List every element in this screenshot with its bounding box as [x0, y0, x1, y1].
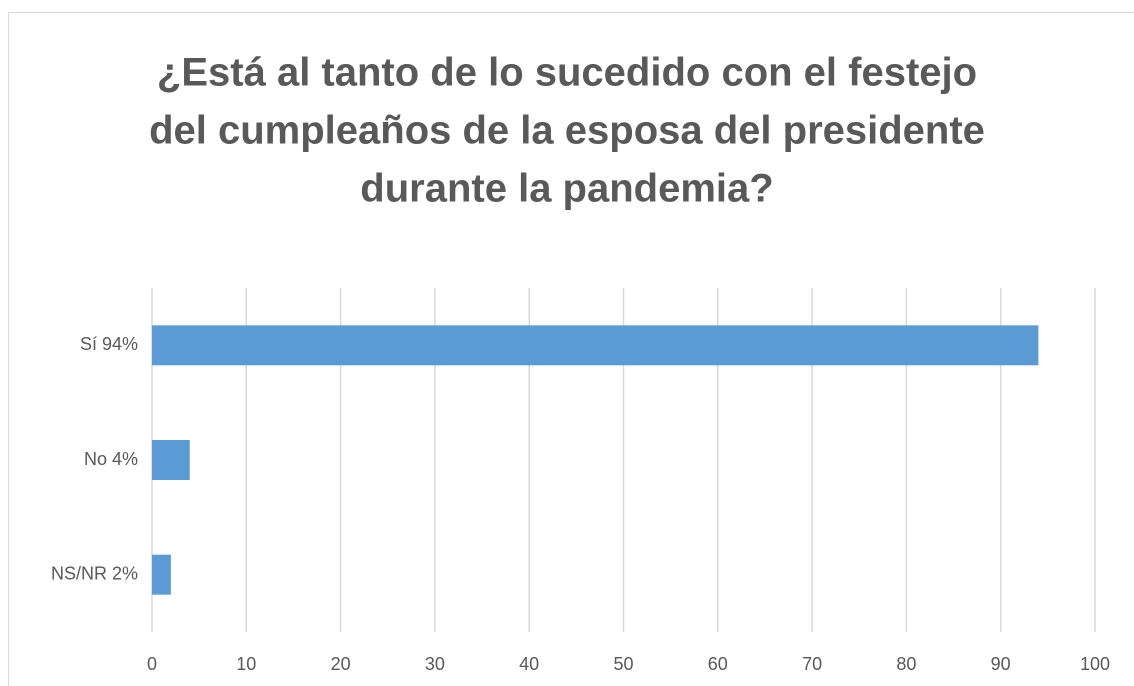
- x-tick-label: 60: [708, 654, 728, 674]
- chart-frame: [8, 12, 1134, 686]
- bar: [152, 325, 1039, 366]
- y-tick-label: No 4%: [84, 449, 138, 469]
- bar: [152, 440, 190, 480]
- x-tick-label: 70: [802, 654, 822, 674]
- x-tick-label: 80: [896, 654, 916, 674]
- x-tick-label: 30: [425, 654, 445, 674]
- x-tick-label: 40: [519, 654, 539, 674]
- chart-title: del cumpleaños de la esposa del presiden…: [149, 109, 985, 153]
- chart-title: durante la pandemia?: [360, 167, 773, 211]
- y-tick-label: NS/NR 2%: [51, 563, 138, 583]
- x-tick-label: 10: [236, 654, 256, 674]
- x-tick-label: 90: [991, 654, 1011, 674]
- chart-title: ¿Está al tanto de lo sucedido con el fes…: [157, 51, 977, 95]
- bar: [152, 554, 171, 595]
- x-tick-label: 20: [331, 654, 351, 674]
- x-tick-label: 100: [1080, 654, 1110, 674]
- y-tick-label: Sí 94%: [80, 334, 138, 354]
- x-tick-label: 50: [613, 654, 633, 674]
- x-tick-label: 0: [147, 654, 157, 674]
